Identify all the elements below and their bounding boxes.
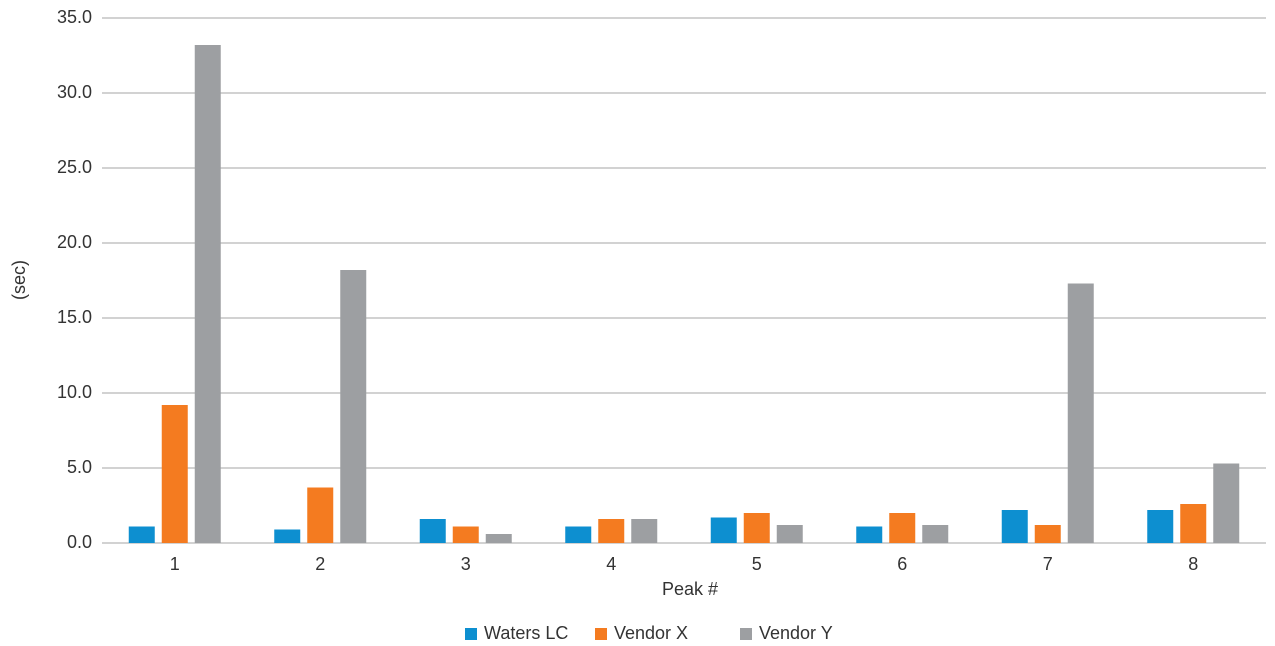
y-tick-label: 30.0 bbox=[57, 82, 92, 102]
x-tick-label: 8 bbox=[1188, 554, 1198, 574]
legend-label: Waters LC bbox=[484, 623, 568, 643]
bar bbox=[1213, 463, 1240, 543]
bar bbox=[710, 517, 737, 543]
bar bbox=[485, 534, 512, 543]
y-tick-label: 35.0 bbox=[57, 7, 92, 27]
x-tick-label: 3 bbox=[461, 554, 471, 574]
bar bbox=[452, 526, 479, 543]
bar bbox=[1180, 504, 1207, 543]
x-tick-label: 5 bbox=[752, 554, 762, 574]
bar bbox=[128, 526, 155, 543]
y-axis-title: (sec) bbox=[9, 260, 29, 300]
y-tick-label: 10.0 bbox=[57, 382, 92, 402]
bar bbox=[1067, 283, 1094, 543]
x-tick-label: 2 bbox=[315, 554, 325, 574]
y-tick-label: 20.0 bbox=[57, 232, 92, 252]
bar bbox=[194, 45, 221, 543]
bar bbox=[1147, 510, 1174, 543]
bar bbox=[340, 270, 367, 543]
y-tick-label: 25.0 bbox=[57, 157, 92, 177]
bar bbox=[161, 405, 188, 543]
legend-swatch bbox=[465, 628, 477, 640]
legend-label: Vendor Y bbox=[759, 623, 833, 643]
x-axis-title: Peak # bbox=[662, 579, 718, 599]
bar bbox=[419, 519, 446, 543]
bar bbox=[565, 526, 592, 543]
bar bbox=[743, 513, 770, 543]
bar bbox=[856, 526, 883, 543]
bar bbox=[1034, 525, 1061, 543]
y-tick-label: 5.0 bbox=[67, 457, 92, 477]
y-tick-label: 15.0 bbox=[57, 307, 92, 327]
legend-label: Vendor X bbox=[614, 623, 688, 643]
bar bbox=[889, 513, 916, 543]
bar bbox=[631, 519, 658, 543]
bar bbox=[922, 525, 949, 543]
bar bbox=[776, 525, 803, 543]
bar bbox=[598, 519, 625, 543]
legend-swatch bbox=[740, 628, 752, 640]
x-tick-label: 7 bbox=[1043, 554, 1053, 574]
bar bbox=[1001, 510, 1028, 543]
bar bbox=[274, 529, 301, 543]
x-tick-label: 1 bbox=[170, 554, 180, 574]
legend-swatch bbox=[595, 628, 607, 640]
x-tick-label: 6 bbox=[897, 554, 907, 574]
bar bbox=[307, 487, 334, 543]
y-tick-label: 0.0 bbox=[67, 532, 92, 552]
x-tick-label: 4 bbox=[606, 554, 616, 574]
